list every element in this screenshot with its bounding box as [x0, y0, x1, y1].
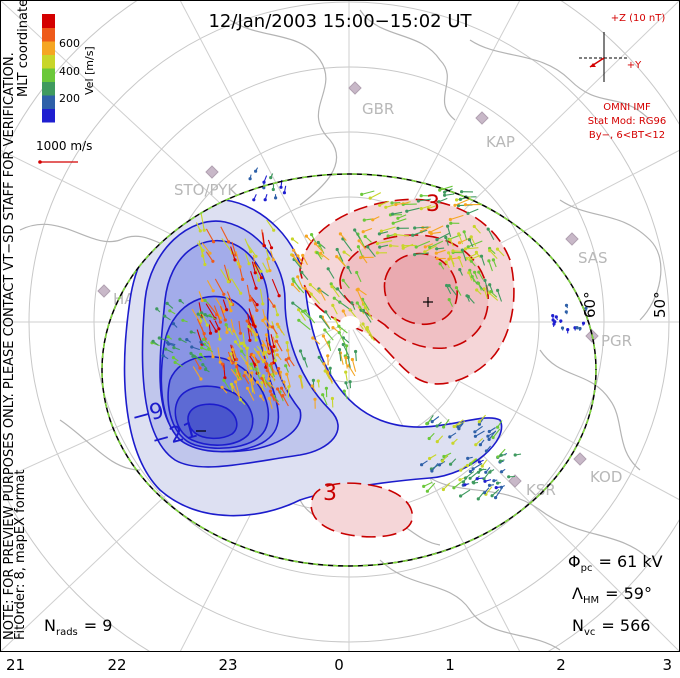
color-bar-label: Vel [m/s]: [83, 46, 96, 95]
station-label: GBR: [362, 100, 394, 118]
vector-line: [292, 239, 298, 244]
vector-line: [445, 194, 455, 195]
vector-line: [328, 356, 329, 366]
station-label: STO/PYK: [174, 181, 238, 199]
mlt-tick-label: 21: [6, 656, 25, 674]
contour-label: 3: [426, 192, 440, 217]
vector-line: [554, 324, 555, 327]
vector-line: [356, 352, 357, 362]
vector-line: [392, 203, 400, 204]
vector-line: [330, 368, 331, 374]
vector-line: [583, 323, 584, 326]
reference-vector-label: 1000 m/s: [36, 139, 92, 153]
imf-z-label: +Z (10 nT): [611, 13, 666, 24]
stats: Φpc= 61 kV ΛHM= 59° Nvc= 566 Nrads= 9: [44, 552, 663, 638]
vector-line: [321, 317, 330, 330]
color-bar-segment: [42, 55, 55, 69]
color-bar-segment: [42, 82, 55, 96]
velocity-color-bar: [42, 14, 55, 123]
mlt-tick-label: 22: [107, 656, 126, 674]
vector-line: [263, 345, 264, 356]
nrads-label: Nrads= 9: [44, 616, 112, 638]
station-label: PGR: [601, 332, 632, 350]
vector-line: [424, 482, 433, 486]
imf-model-label: Stat Mod: RG96: [588, 116, 667, 127]
mlt-tick-label: 23: [218, 656, 237, 674]
fit-order-note: FitOrder: 8, mapEX format: [13, 469, 28, 640]
color-bar-segment: [42, 95, 55, 109]
vector-line: [437, 248, 444, 249]
station-label: KOD: [590, 468, 622, 486]
color-bar-segment: [42, 41, 55, 55]
imf-omni-label: OMNI IMF: [603, 102, 651, 113]
page-title: 12/Jan/2003 15:00−15:02 UT: [208, 11, 472, 32]
vector-line: [468, 209, 478, 213]
vector-line: [264, 176, 267, 183]
color-bar-segment: [42, 28, 55, 42]
imf-labels: +Z (10 nT) +Y OMNI IMF Stat Mod: RG96 By…: [588, 13, 667, 141]
vector-line: [454, 481, 463, 488]
station-label: SAS: [578, 249, 608, 267]
mlt-tick-label: 2: [556, 656, 566, 674]
lat-label: 60°: [581, 291, 599, 318]
vector-line: [490, 485, 494, 486]
vector-line: [566, 312, 567, 314]
coords-label: MLT coordinates: [16, 0, 31, 97]
vector-line: [432, 417, 439, 422]
vector-line: [306, 236, 311, 242]
vector-line: [461, 490, 470, 496]
vector-line: [247, 348, 248, 359]
lat-labels: 60° 50°: [581, 291, 669, 318]
lat-label: 50°: [651, 291, 669, 318]
vector-line: [318, 381, 319, 388]
imf-condition-label: By−, 6<BT<12: [589, 130, 665, 141]
vector-line: [346, 372, 348, 381]
nvc-label: Nvc= 566: [572, 616, 650, 638]
color-bar-segment: [42, 68, 55, 82]
vector-line: [346, 358, 347, 369]
mlt-tick-label: 0: [334, 656, 344, 674]
mlt-tick-label: 3: [662, 656, 672, 674]
color-bar-tick: 200: [59, 92, 80, 105]
vector-line: [439, 198, 447, 201]
vector-line: [494, 480, 497, 481]
station-label: KAP: [486, 133, 515, 151]
contour-label: 3: [323, 481, 337, 506]
color-bar-segment: [42, 109, 55, 123]
station-label: KSR: [526, 481, 556, 499]
vector-line: [340, 350, 341, 362]
imf-y-label: +Y: [627, 60, 642, 71]
vector-line: [352, 360, 355, 372]
color-bar-tick: 400: [59, 65, 80, 78]
color-bar-ticks: 600 400 200: [59, 37, 80, 105]
phi-label: Φpc= 61 kV: [568, 552, 663, 574]
color-bar-tick: 600: [59, 37, 80, 50]
lambda-label: ΛHM= 59°: [572, 584, 652, 606]
vector-line: [477, 478, 483, 479]
vector-line: [262, 383, 263, 391]
vector-line: [391, 246, 399, 247]
vector-line: [362, 191, 375, 194]
vector-line: [478, 492, 483, 499]
vector-line: [288, 387, 289, 398]
pole-marker: [340, 316, 360, 330]
color-bar-segment: [42, 14, 55, 28]
vector-line: [498, 483, 501, 484]
mlt-tick-label: 1: [445, 656, 455, 674]
vector-line: [501, 455, 506, 456]
vector-line: [370, 193, 381, 199]
